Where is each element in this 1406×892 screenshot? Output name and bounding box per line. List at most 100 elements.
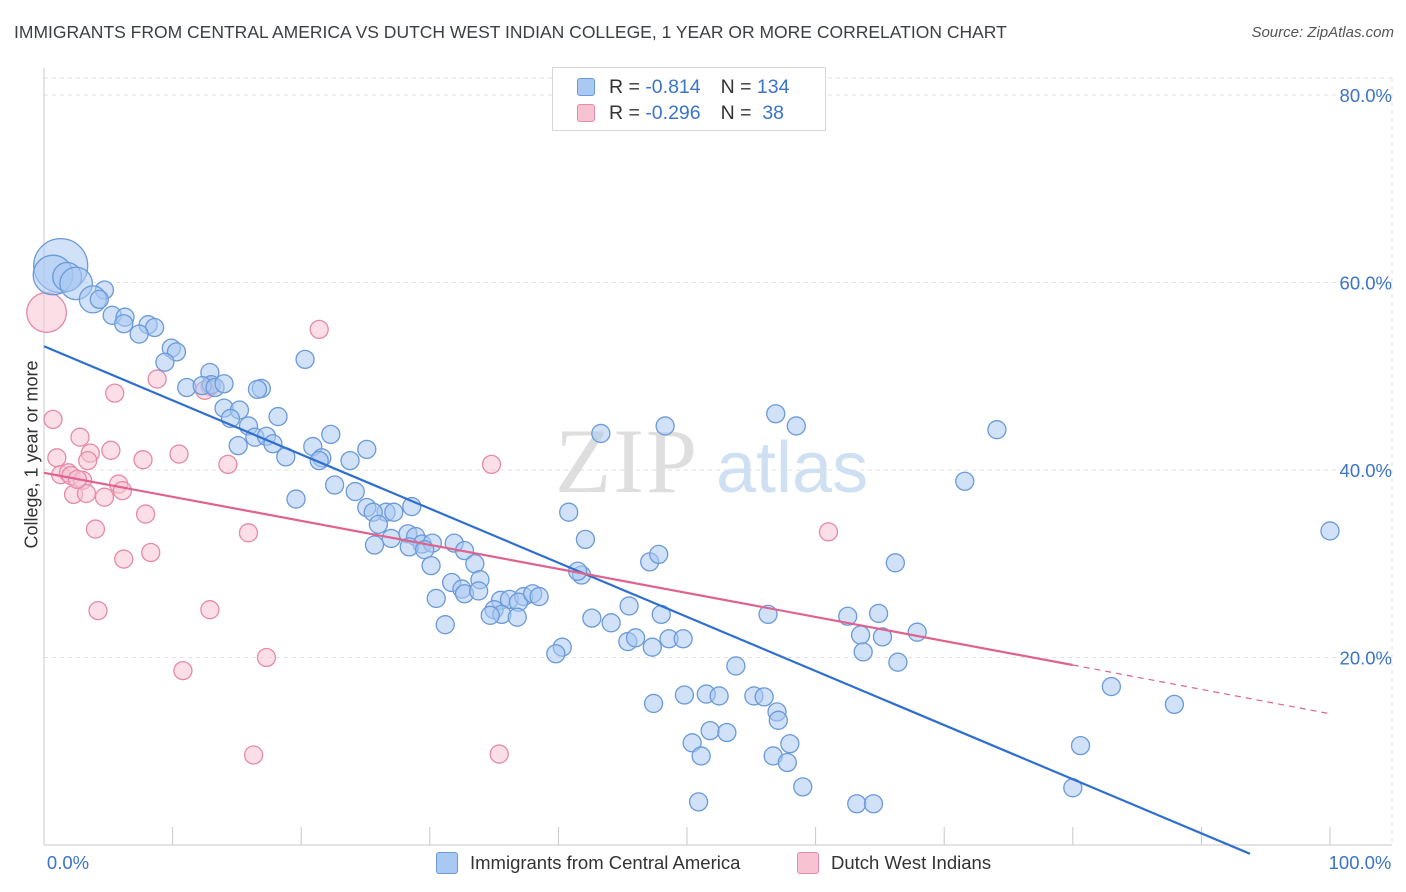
- data-point: [78, 450, 98, 471]
- data-point: [114, 314, 134, 334]
- source-credit: Source: ZipAtlas.com: [1251, 24, 1394, 41]
- data-point: [575, 529, 596, 550]
- data-point: [726, 656, 746, 676]
- data-point: [94, 487, 115, 507]
- y-tick-label: 80.0%: [1340, 85, 1392, 106]
- data-point: [643, 693, 664, 714]
- data-point: [214, 374, 234, 394]
- chart-title: IMMIGRANTS FROM CENTRAL AMERICA VS DUTCH…: [14, 22, 1007, 42]
- data-point: [582, 608, 602, 628]
- bottom-legend-label: Dutch West Indians: [831, 852, 992, 873]
- data-point: [717, 722, 737, 743]
- data-point: [173, 660, 193, 681]
- legend-row-dutch-west-indians: R = -0.296 N = 38: [577, 101, 784, 125]
- bottom-legend-central-america: Immigrants from Central America: [436, 852, 740, 874]
- data-point: [169, 444, 189, 464]
- data-point: [1164, 694, 1185, 715]
- data-point: [200, 600, 220, 620]
- data-point: [847, 794, 867, 814]
- data-point: [465, 554, 485, 574]
- data-point: [345, 481, 365, 502]
- legend-n-label: N =: [720, 101, 752, 124]
- data-point: [674, 685, 695, 705]
- data-point: [868, 603, 889, 624]
- data-point: [682, 733, 702, 753]
- legend-swatch-blue: [577, 78, 595, 96]
- data-point: [256, 647, 277, 668]
- data-point: [601, 613, 621, 633]
- data-point: [421, 555, 441, 576]
- data-point: [1320, 521, 1340, 541]
- data-point: [218, 454, 238, 475]
- data-point: [105, 383, 125, 403]
- data-point: [309, 450, 329, 471]
- data-point: [793, 777, 813, 797]
- data-point: [435, 615, 455, 635]
- data-point: [1101, 676, 1122, 697]
- data-point: [673, 629, 693, 649]
- data-point: [489, 744, 509, 764]
- data-point: [85, 519, 106, 539]
- data-point: [480, 605, 500, 625]
- data-point: [780, 734, 800, 754]
- legend-row-central-america: R = -0.814 N = 134: [577, 75, 789, 99]
- data-point: [133, 450, 153, 470]
- data-point: [357, 439, 377, 460]
- axes: [43, 68, 1392, 846]
- watermark-atlas: atlas: [716, 428, 868, 508]
- trend-lines: [43, 345, 1331, 855]
- data-point: [885, 553, 905, 573]
- data-point: [786, 416, 806, 436]
- data-point: [309, 319, 329, 340]
- series-central-america-points: [32, 237, 1340, 814]
- data-point: [649, 544, 669, 565]
- y-tick-label: 40.0%: [1340, 460, 1392, 481]
- data-point: [469, 581, 489, 601]
- tick-labels: 20.0% 40.0% 60.0% 80.0% 0.0% 100.0%: [47, 85, 1392, 873]
- legend-r-label: R =: [609, 75, 640, 98]
- data-point: [112, 480, 133, 501]
- data-point: [76, 483, 97, 504]
- data-point: [43, 409, 63, 430]
- data-point: [955, 471, 975, 491]
- y-axis-title: College, 1 year or more: [21, 360, 42, 549]
- data-point: [340, 450, 360, 471]
- legend-n-value: 38: [756, 101, 785, 124]
- legend-r-value: -0.814: [645, 75, 701, 98]
- data-point: [481, 454, 502, 475]
- data-point: [768, 710, 788, 730]
- data-point: [129, 324, 149, 344]
- data-point: [850, 625, 871, 645]
- data-point: [709, 686, 729, 706]
- data-point: [238, 523, 259, 543]
- data-point: [364, 535, 385, 555]
- watermark-zip: ZIP: [555, 410, 699, 512]
- trend-line-central-america: [43, 345, 1251, 855]
- data-point: [147, 369, 167, 389]
- data-point: [89, 289, 109, 310]
- data-point: [1070, 735, 1091, 756]
- data-point: [591, 423, 611, 444]
- data-point: [155, 352, 175, 372]
- data-point: [888, 652, 908, 672]
- x-tick-label: 100.0%: [1329, 852, 1392, 873]
- data-point: [268, 406, 288, 427]
- data-point: [655, 416, 675, 436]
- correlation-legend: R = -0.814 N = 134 R = -0.296 N = 38: [552, 67, 826, 131]
- data-point: [114, 549, 134, 569]
- data-point: [619, 596, 639, 616]
- data-point: [368, 514, 389, 535]
- data-point: [691, 746, 711, 766]
- legend-r-label: R =: [609, 101, 640, 124]
- data-point: [47, 448, 67, 468]
- bottom-legend-swatch-blue: [436, 852, 458, 874]
- data-point: [426, 588, 446, 609]
- data-point: [529, 586, 549, 607]
- data-point: [766, 404, 786, 424]
- data-point: [777, 752, 797, 773]
- legend-r-value: -0.296: [645, 101, 701, 124]
- data-point: [26, 292, 68, 333]
- bottom-legend-label: Immigrants from Central America: [470, 852, 741, 873]
- data-point: [88, 600, 108, 621]
